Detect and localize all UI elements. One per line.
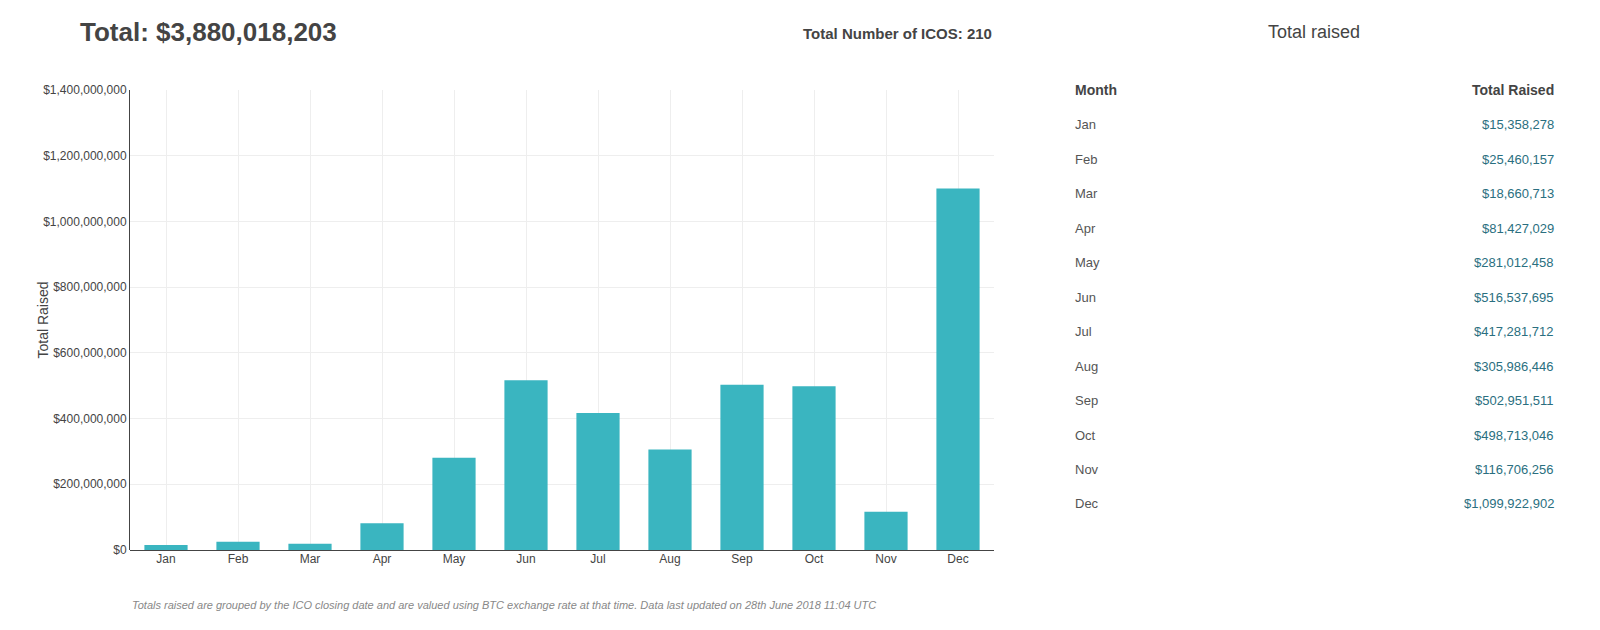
svg-text:$1,400,000,000: $1,400,000,000 (43, 83, 127, 97)
svg-text:$281,012,458: $281,012,458 (1474, 255, 1554, 270)
svg-text:$1,000,000,000: $1,000,000,000 (43, 215, 127, 229)
svg-text:May: May (443, 552, 466, 566)
svg-text:$81,427,029: $81,427,029 (1482, 221, 1554, 236)
svg-text:Jan: Jan (156, 552, 175, 566)
svg-text:Mar: Mar (300, 552, 321, 566)
svg-text:$498,713,046: $498,713,046 (1474, 428, 1554, 443)
svg-text:Jan: Jan (1075, 117, 1096, 132)
svg-text:Jun: Jun (516, 552, 535, 566)
svg-text:Jul: Jul (590, 552, 605, 566)
svg-text:$502,951,511: $502,951,511 (1475, 393, 1554, 408)
svg-text:Oct: Oct (1075, 428, 1096, 443)
svg-text:Total raised: Total raised (1268, 22, 1360, 42)
svg-text:$800,000,000: $800,000,000 (53, 280, 127, 294)
svg-text:Aug: Aug (659, 552, 680, 566)
svg-text:Aug: Aug (1075, 359, 1098, 374)
svg-text:Mar: Mar (1075, 186, 1098, 201)
svg-text:Total Number of ICOS: 210: Total Number of ICOS: 210 (803, 25, 992, 42)
svg-text:Feb: Feb (228, 552, 249, 566)
svg-text:Oct: Oct (805, 552, 824, 566)
svg-text:$15,358,278: $15,358,278 (1482, 117, 1554, 132)
svg-text:$1,200,000,000: $1,200,000,000 (43, 149, 127, 163)
svg-text:Nov: Nov (1075, 462, 1099, 477)
svg-text:$600,000,000: $600,000,000 (53, 346, 127, 360)
svg-text:Sep: Sep (731, 552, 753, 566)
svg-text:Dec: Dec (1075, 496, 1099, 511)
svg-text:May: May (1075, 255, 1100, 270)
svg-text:$18,660,713: $18,660,713 (1482, 186, 1554, 201)
svg-text:$0: $0 (113, 543, 127, 557)
svg-text:$116,706,256: $116,706,256 (1475, 462, 1554, 477)
svg-text:Month: Month (1075, 82, 1117, 98)
svg-text:Apr: Apr (1075, 221, 1096, 236)
svg-text:Totals raised are grouped by t: Totals raised are grouped by the ICO clo… (132, 599, 876, 611)
svg-text:$400,000,000: $400,000,000 (53, 412, 127, 426)
svg-text:Jul: Jul (1075, 324, 1092, 339)
svg-text:Apr: Apr (373, 552, 392, 566)
svg-text:Total Raised: Total Raised (1472, 82, 1554, 98)
svg-text:Dec: Dec (947, 552, 968, 566)
svg-text:$200,000,000: $200,000,000 (53, 477, 127, 491)
svg-text:Total Raised: Total Raised (35, 281, 51, 358)
svg-text:$417,281,712: $417,281,712 (1474, 324, 1554, 339)
svg-text:$305,986,446: $305,986,446 (1474, 359, 1554, 374)
svg-text:Feb: Feb (1075, 152, 1097, 167)
svg-text:Nov: Nov (875, 552, 896, 566)
svg-text:$25,460,157: $25,460,157 (1482, 152, 1554, 167)
svg-text:Jun: Jun (1075, 290, 1096, 305)
svg-text:Total: $3,880,018,203: Total: $3,880,018,203 (80, 17, 337, 47)
svg-text:$1,099,922,902: $1,099,922,902 (1464, 496, 1554, 511)
svg-text:$516,537,695: $516,537,695 (1474, 290, 1554, 305)
svg-text:Sep: Sep (1075, 393, 1098, 408)
